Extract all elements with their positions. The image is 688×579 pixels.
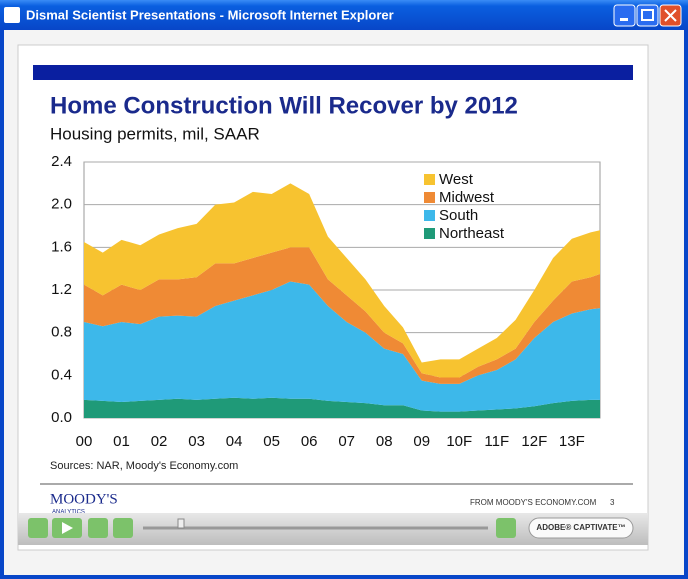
legend-label: Northeast (439, 225, 505, 242)
x-tick-label: 03 (188, 433, 205, 450)
app-icon (4, 7, 20, 23)
brand-badge (528, 517, 634, 539)
y-tick-label: 1.2 (51, 281, 72, 298)
legend-swatch (424, 192, 435, 203)
y-tick-label: 2.0 (51, 196, 72, 213)
back-button[interactable] (88, 518, 108, 538)
chart-title: Home Construction Will Recover by 2012 (50, 92, 518, 119)
legend-swatch (424, 174, 435, 185)
x-tick-label: 04 (226, 433, 243, 450)
y-tick-label: 0.0 (51, 409, 72, 426)
x-tick-label: 12F (521, 433, 547, 450)
play-icon (62, 522, 73, 534)
x-tick-label: 08 (376, 433, 393, 450)
x-tick-label: 11F (484, 433, 509, 450)
chart-subtitle: Housing permits, mil, SAAR (50, 124, 260, 143)
sources: Sources: NAR, Moody's Economy.com (50, 460, 238, 472)
x-tick-label: 02 (151, 433, 168, 450)
rewind-button[interactable] (28, 518, 48, 538)
area (84, 183, 600, 378)
title-bar (0, 0, 688, 30)
plot: 0.0 0.4 0.8 1.2 1.6 2.0 2.4 00 01 02 03 04 05 06 07 08 0… (51, 153, 601, 450)
area (84, 397, 600, 418)
x-tick-label: 01 (113, 433, 130, 450)
x-tick-label: 06 (301, 433, 318, 450)
y-tick-label: 0.4 (51, 366, 72, 383)
legend-label: West (439, 171, 474, 188)
forward-button[interactable] (113, 518, 133, 538)
x-tick-label: 10F (446, 433, 472, 450)
logo: MOODY'S (50, 491, 118, 507)
page-number: 3 (610, 498, 615, 507)
maximize-button[interactable] (636, 4, 659, 27)
x-tick-label: 07 (338, 433, 355, 450)
footer: FROM MOODY'S ECONOMY.COM (470, 498, 597, 507)
legend-swatch (424, 228, 435, 239)
info-button[interactable] (496, 518, 516, 538)
minimize-button[interactable] (613, 4, 636, 27)
area (84, 281, 600, 412)
maximize-icon (641, 9, 654, 21)
x-tick-label: 13F (559, 433, 585, 450)
close-icon (664, 9, 677, 22)
progress-thumb[interactable] (177, 518, 185, 529)
area (84, 247, 600, 384)
y-tick-label: 0.8 (51, 324, 72, 341)
header-band (33, 65, 633, 80)
x-tick-label: 05 (263, 433, 280, 450)
player-brand: ADOBE® CAPTIVATE™ (536, 523, 625, 532)
legend-label: Midwest (439, 189, 495, 206)
minimize-icon (620, 18, 628, 21)
window-title: Dismal Scientist Presentations - Microso… (26, 7, 394, 22)
legend-label: South (439, 207, 478, 224)
legend-swatch (424, 210, 435, 221)
y-tick-label: 1.6 (51, 238, 72, 255)
logo-sub: ANALYTICS (52, 510, 85, 516)
y-tick-label: 2.4 (51, 153, 72, 170)
x-tick-label: 00 (76, 433, 93, 450)
x-tick-label: 09 (413, 433, 430, 450)
